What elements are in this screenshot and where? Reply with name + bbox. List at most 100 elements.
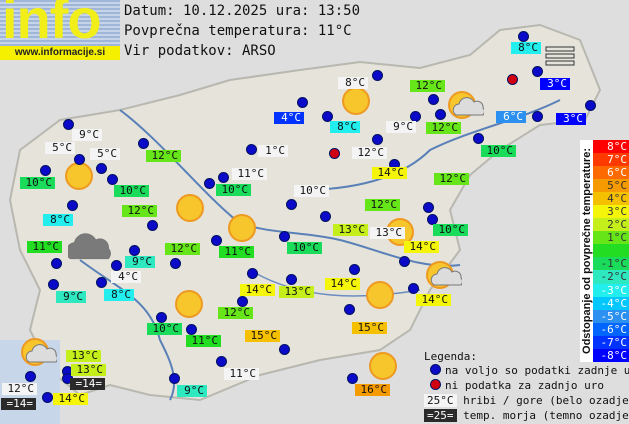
station-dot-available[interactable] xyxy=(74,154,85,165)
station-dot-available[interactable] xyxy=(138,138,149,149)
temperature-label: 15°C xyxy=(245,330,280,342)
station-dot-missing[interactable] xyxy=(329,148,340,159)
temperature-label: 11°C xyxy=(224,368,259,380)
station-dot-available[interactable] xyxy=(286,274,297,285)
station-dot-available[interactable] xyxy=(372,70,383,81)
sun-icon xyxy=(369,352,397,380)
station-dot-available[interactable] xyxy=(473,133,484,144)
temperature-label: 10°C xyxy=(147,323,182,335)
station-dot-available[interactable] xyxy=(48,279,59,290)
temperature-label: 11°C xyxy=(232,168,267,180)
temperature-label: 3°C xyxy=(556,113,586,125)
scale-cell: -2°C xyxy=(593,270,629,284)
station-dot-available[interactable] xyxy=(279,231,290,242)
temperature-label: 6°C xyxy=(496,111,526,123)
station-dot-available[interactable] xyxy=(216,356,227,367)
station-dot-available[interactable] xyxy=(297,97,308,108)
station-dot-available[interactable] xyxy=(532,66,543,77)
average-temperature-line: Povprečna temperatura: 11°C xyxy=(124,23,352,39)
temperature-label: 14°C xyxy=(372,167,407,179)
station-dot-available[interactable] xyxy=(246,144,257,155)
station-dot-available[interactable] xyxy=(186,324,197,335)
scale-cell: 4°C xyxy=(593,192,629,206)
station-dot-available[interactable] xyxy=(51,258,62,269)
temperature-label: 11°C xyxy=(27,241,62,253)
legend-missing: ni podatka za zadnjo uro xyxy=(445,379,604,392)
station-dot-available[interactable] xyxy=(129,245,140,256)
temperature-label: 10°C xyxy=(20,177,55,189)
cloud-icon xyxy=(68,233,111,260)
temperature-label: 9°C xyxy=(125,256,155,268)
station-dot-available[interactable] xyxy=(67,200,78,211)
temperature-label: 12°C xyxy=(146,150,181,162)
temperature-label: 4°C xyxy=(274,112,304,124)
station-dot-available[interactable] xyxy=(322,111,333,122)
sun-icon xyxy=(366,281,394,309)
scale-title: Odstopanje od povprečne temperature: xyxy=(580,148,593,354)
scale-cell: 1°C xyxy=(593,231,629,245)
scale-cell: 5°C xyxy=(593,179,629,193)
station-dot-available[interactable] xyxy=(170,258,181,269)
station-dot-available[interactable] xyxy=(518,31,529,42)
temperature-label: 13°C xyxy=(71,364,106,376)
data-source-line: Vir podatkov: ARSO xyxy=(124,43,276,59)
station-dot-available[interactable] xyxy=(372,134,383,145)
temperature-label: 14°C xyxy=(404,241,439,253)
station-dot-available[interactable] xyxy=(279,344,290,355)
station-dot-available[interactable] xyxy=(585,100,596,111)
temperature-label: 9°C xyxy=(386,121,416,133)
station-dot-available[interactable] xyxy=(532,111,543,122)
station-dot-available[interactable] xyxy=(428,94,439,105)
temperature-label: 10°C xyxy=(216,184,251,196)
station-dot-available[interactable] xyxy=(237,296,248,307)
sun-cloud-icon xyxy=(21,338,57,366)
station-dot-available[interactable] xyxy=(247,268,258,279)
station-dot-available[interactable] xyxy=(427,214,438,225)
station-dot-available[interactable] xyxy=(25,371,36,382)
station-dot-available[interactable] xyxy=(156,312,167,323)
station-dot-available[interactable] xyxy=(399,256,410,267)
station-dot-available[interactable] xyxy=(96,163,107,174)
mountain-sample: 25°C xyxy=(424,394,457,407)
station-dot-available[interactable] xyxy=(286,199,297,210)
station-dot-available[interactable] xyxy=(347,373,358,384)
station-dot-available[interactable] xyxy=(107,174,118,185)
station-dot-available[interactable] xyxy=(63,119,74,130)
deviation-scale: Odstopanje od povprečne temperature: 8°C… xyxy=(580,140,629,362)
temperature-label: 10°C xyxy=(114,185,149,197)
temperature-label: 14°C xyxy=(416,294,451,306)
station-dot-available[interactable] xyxy=(204,178,215,189)
scale-cell: -7°C xyxy=(593,335,629,349)
station-dot-available[interactable] xyxy=(349,264,360,275)
station-dot-available[interactable] xyxy=(169,373,180,384)
date-line: Datum: 10.12.2025 ura: 13:50 xyxy=(124,3,361,19)
station-dot-available[interactable] xyxy=(111,260,122,271)
scale-cells: 8°C 7°C 6°C 5°C 4°C 3°C 2°C 1°C -1°C -2°C -3°C -4°C… xyxy=(593,140,629,362)
station-dot-available[interactable] xyxy=(423,202,434,213)
scale-cell: -1°C xyxy=(593,257,629,271)
station-dot-available[interactable] xyxy=(344,304,355,315)
temperature-label: 5°C xyxy=(90,148,120,160)
station-dot-available[interactable] xyxy=(96,277,107,288)
station-dot-missing[interactable] xyxy=(507,74,518,85)
temperature-label: =14= xyxy=(1,398,36,410)
station-dot-available[interactable] xyxy=(320,211,331,222)
sea-sample: =25= xyxy=(424,409,457,422)
temperature-label: 12°C xyxy=(365,199,400,211)
station-dot-available[interactable] xyxy=(42,392,53,403)
station-dot-available[interactable] xyxy=(147,220,158,231)
station-dot-available[interactable] xyxy=(408,283,419,294)
temperature-label: 10°C xyxy=(481,145,516,157)
temperature-label: 12°C xyxy=(410,80,445,92)
scale-cell: -3°C xyxy=(593,283,629,297)
station-dot-available[interactable] xyxy=(435,109,446,120)
temperature-label: 12°C xyxy=(218,307,253,319)
legend-sea: temp. morja (temno ozadje) xyxy=(463,409,629,422)
logo[interactable]: info www.informacije.si xyxy=(0,0,120,60)
station-dot-available[interactable] xyxy=(211,235,222,246)
scale-cell: -6°C xyxy=(593,322,629,336)
station-dot-available[interactable] xyxy=(40,165,51,176)
logo-url[interactable]: www.informacije.si xyxy=(0,46,120,60)
scale-cell: 2°C xyxy=(593,218,629,232)
station-dot-available[interactable] xyxy=(218,172,229,183)
